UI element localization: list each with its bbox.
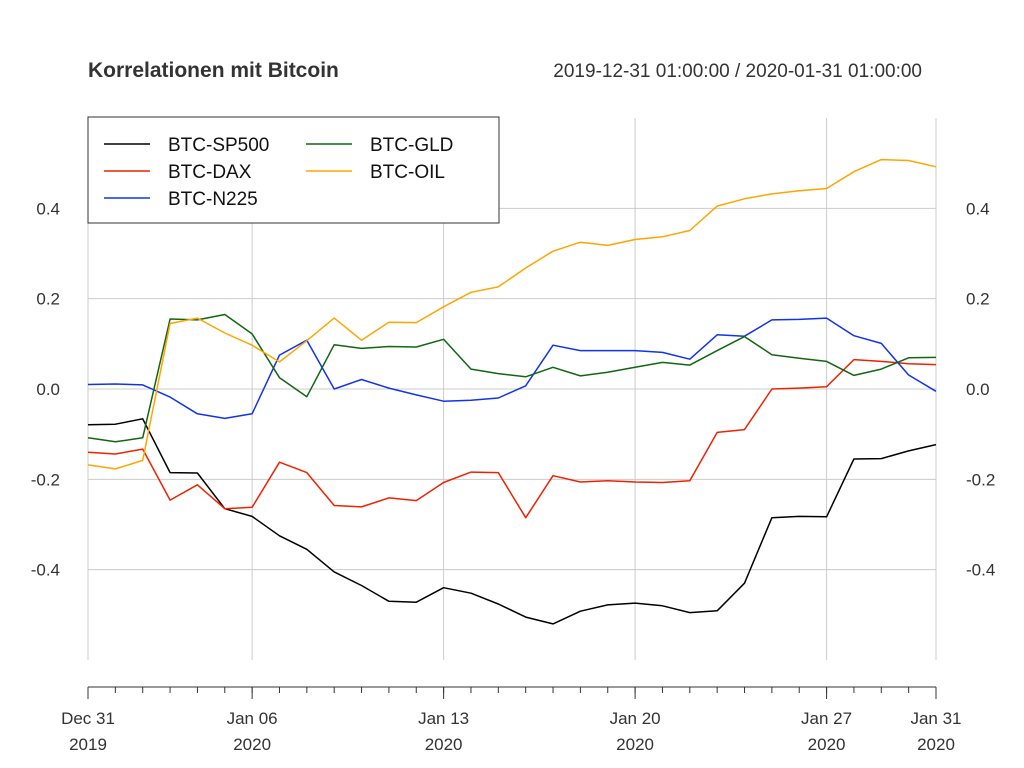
y-tick-label-right: -0.2 (966, 470, 995, 489)
series-lines (87, 158, 937, 625)
legend-box (87, 116, 500, 224)
y-tick-label-left: -0.2 (31, 470, 60, 489)
legend-label-btc-oil: BTC-OIL (370, 162, 445, 183)
x-tick-label: Jan 27 (801, 709, 852, 728)
legend: BTC-SP500 BTC-DAX BTC-N225 BTC-GLD BTC-OIL (87, 116, 500, 224)
y-axis-right: 0.4 0.2 0.0 -0.2 -0.4 (966, 199, 995, 579)
x-tick-label: Jan 20 (610, 709, 661, 728)
legend-label-btc-sp500: BTC-SP500 (168, 135, 269, 156)
series-line-btc-gld (87, 313, 937, 443)
x-tick-year-label: 2020 (917, 735, 955, 754)
x-tick-year-label: 2020 (808, 735, 846, 754)
y-tick-label-right: -0.4 (966, 561, 995, 580)
y-tick-label-right: 0.0 (966, 380, 990, 399)
y-tick-label-right: 0.4 (966, 199, 990, 218)
x-tick-label: Jan 13 (418, 709, 469, 728)
series-line-btc-sp500 (87, 418, 937, 625)
y-tick-label-right: 0.2 (966, 290, 990, 309)
y-axis-left: 0.4 0.2 0.0 -0.2 -0.4 (31, 199, 60, 579)
legend-label-btc-dax: BTC-DAX (168, 162, 252, 183)
x-tick-year-label: 2020 (233, 735, 271, 754)
legend-label-btc-n225: BTC-N225 (168, 189, 258, 210)
y-tick-label-left: 0.0 (36, 380, 60, 399)
series-line-btc-n225 (87, 317, 937, 420)
series-line-btc-dax (87, 358, 937, 519)
y-tick-label-left: -0.4 (31, 561, 60, 580)
x-tick-year-label: 2020 (425, 735, 463, 754)
legend-label-btc-gld: BTC-GLD (370, 135, 453, 156)
x-tick-year-label: 2020 (616, 735, 654, 754)
x-axis: Dec 31 2019 Jan 06 2020 Jan 13 2020 Jan 20 2020… (61, 686, 962, 754)
y-tick-label-left: 0.4 (36, 199, 60, 218)
x-tick-label: Jan 06 (227, 709, 278, 728)
x-tick-label: Dec 31 (61, 709, 115, 728)
chart-subtitle: 2019-12-31 01:00:00 / 2020-01-31 01:00:0… (553, 61, 922, 82)
series-line-btc-oil (87, 158, 937, 470)
x-tick-label: Jan 31 (910, 709, 961, 728)
chart-title: Korrelationen mit Bitcoin (88, 59, 339, 82)
y-tick-label-left: 0.2 (36, 290, 60, 309)
x-tick-year-label: 2019 (69, 735, 107, 754)
